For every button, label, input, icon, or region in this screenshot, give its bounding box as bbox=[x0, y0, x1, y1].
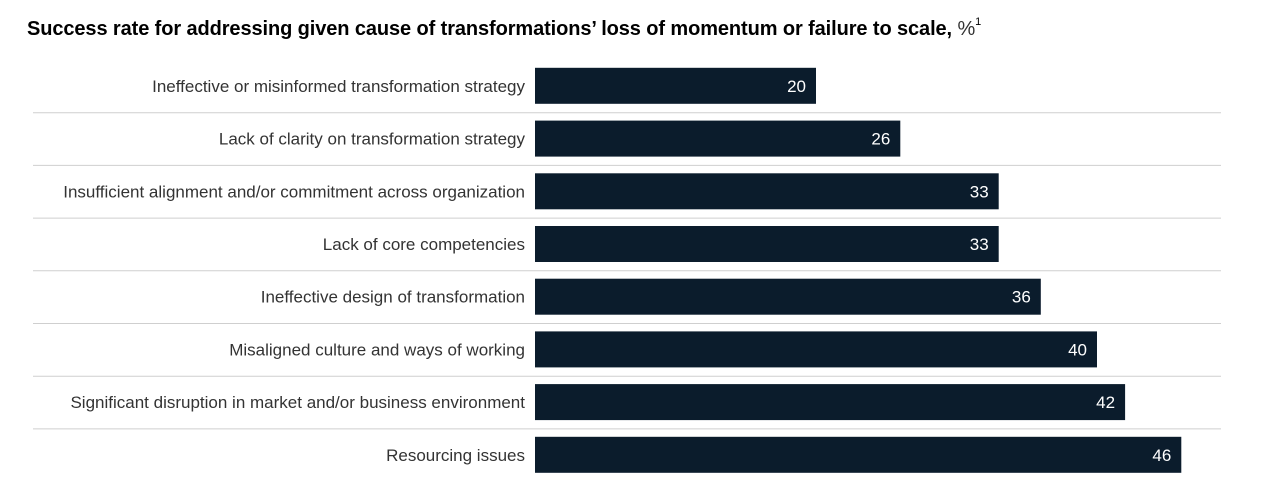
value-label: 40 bbox=[1068, 340, 1087, 359]
category-label: Resourcing issues bbox=[386, 446, 525, 465]
category-labels: Ineffective or misinformed transformatio… bbox=[63, 77, 525, 465]
value-labels: 20 26 33 33 36 40 42 46 bbox=[787, 77, 1171, 465]
bar bbox=[535, 331, 1097, 368]
category-label: Lack of clarity on transformation strate… bbox=[219, 130, 526, 149]
bar bbox=[535, 173, 999, 210]
category-label: Insufficient alignment and/or commitment… bbox=[63, 182, 525, 201]
bar bbox=[535, 436, 1182, 473]
bars-group bbox=[535, 67, 1182, 473]
value-label: 42 bbox=[1096, 393, 1115, 412]
bar bbox=[535, 226, 999, 262]
value-label: 20 bbox=[787, 77, 806, 96]
bar bbox=[535, 278, 1041, 315]
value-label: 33 bbox=[970, 182, 989, 201]
chart-title: Success rate for addressing given cause … bbox=[27, 16, 982, 41]
category-label: Ineffective design of transformation bbox=[261, 288, 525, 307]
value-label: 26 bbox=[871, 130, 890, 149]
value-label: 36 bbox=[1012, 288, 1031, 307]
bar bbox=[535, 67, 816, 104]
chart-title-footnote: 1 bbox=[975, 16, 982, 29]
category-label: Ineffective or misinformed transformatio… bbox=[152, 77, 525, 96]
bar bbox=[535, 120, 901, 157]
category-label: Significant disruption in market and/or … bbox=[70, 393, 525, 412]
value-label: 46 bbox=[1152, 446, 1171, 465]
bar bbox=[535, 384, 1126, 421]
category-label: Misaligned culture and ways of working bbox=[229, 340, 525, 359]
row-dividers bbox=[33, 112, 1221, 430]
category-label: Lack of core competencies bbox=[323, 235, 525, 254]
chart-title-unit: % bbox=[952, 18, 976, 40]
chart-title-text: Success rate for addressing given cause … bbox=[27, 18, 953, 40]
value-label: 33 bbox=[970, 235, 989, 254]
